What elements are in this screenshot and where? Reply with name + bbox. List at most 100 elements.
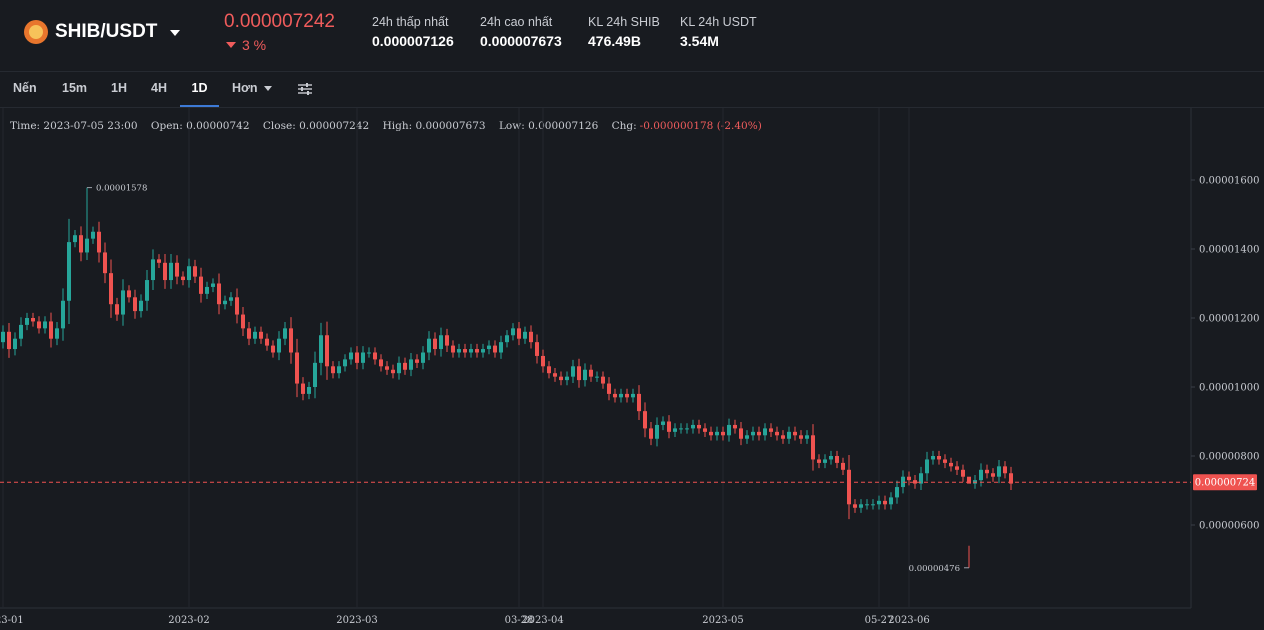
candle-body xyxy=(625,393,629,398)
candle-body xyxy=(163,262,167,281)
candle-body xyxy=(379,359,383,367)
candle-body xyxy=(583,369,587,381)
last-price-tag-label: 0.00000724 xyxy=(1195,478,1255,489)
candle-body xyxy=(541,355,545,367)
candle-body xyxy=(235,297,239,315)
candle-body xyxy=(91,231,95,239)
candle-body xyxy=(67,242,71,301)
candle-body xyxy=(823,459,827,463)
ohlc-info-bar: Time: 2023-07-05 23:00 Open: 0.00000742 … xyxy=(10,120,772,132)
x-tick-label: 2023-04 xyxy=(522,615,564,626)
tab-1h[interactable]: 1H xyxy=(111,81,127,95)
candle-body xyxy=(109,273,113,305)
chevron-down-icon xyxy=(263,86,272,92)
shiba-token-icon xyxy=(24,20,48,44)
candle-body xyxy=(139,300,143,312)
candle-body xyxy=(715,431,719,436)
candle-body xyxy=(727,424,731,436)
candle-body xyxy=(835,456,839,463)
price-change-value: 3 % xyxy=(242,37,267,53)
candle-body xyxy=(37,321,41,329)
candle-body xyxy=(655,424,659,439)
candle-body xyxy=(7,331,11,350)
candle-body xyxy=(529,331,533,343)
settings-sliders-icon[interactable] xyxy=(297,81,313,97)
candle-body xyxy=(613,393,617,398)
candle-body xyxy=(73,235,77,243)
candle-body xyxy=(43,321,47,329)
candle-body xyxy=(511,328,515,336)
candle-body xyxy=(853,504,857,508)
candle-body xyxy=(553,373,557,377)
candle-body xyxy=(631,393,635,398)
candle-body xyxy=(607,383,611,394)
candle-body xyxy=(643,411,647,429)
candle-body xyxy=(187,266,191,281)
candle-body xyxy=(241,314,245,329)
x-tick-label: 2023-06 xyxy=(888,615,930,626)
tab-more-label: Hơn xyxy=(232,81,258,95)
candle-body xyxy=(775,431,779,436)
candle-body xyxy=(601,376,605,384)
candle-body xyxy=(157,259,161,263)
candle-body xyxy=(457,349,461,353)
pair-selector[interactable]: SHIB/USDT xyxy=(24,20,181,44)
candle-body xyxy=(217,283,221,305)
info-chg-value: -0.000000178 (-2.40%) xyxy=(639,120,762,132)
chevron-down-icon xyxy=(170,30,181,36)
candle-body xyxy=(319,335,323,363)
stat-value: 0.000007673 xyxy=(480,33,562,49)
candle-body xyxy=(205,286,209,294)
tab-more[interactable]: Hơn xyxy=(232,72,272,107)
candle-body xyxy=(817,459,821,463)
candle-body xyxy=(199,276,203,294)
candle-body xyxy=(865,504,869,506)
candle-body xyxy=(439,335,443,350)
candle-body xyxy=(871,504,875,506)
candle-body xyxy=(385,366,389,370)
tab-1d[interactable]: 1D xyxy=(180,72,219,107)
candle-body xyxy=(769,428,773,432)
y-tick-label: 0.00001400 xyxy=(1199,245,1259,256)
candle-body xyxy=(847,469,851,505)
candle-body xyxy=(193,266,197,277)
candle-body xyxy=(55,328,59,339)
candle-body xyxy=(829,456,833,460)
info-time: Time: 2023-07-05 23:00 xyxy=(10,120,138,132)
tab-candles[interactable]: Nến xyxy=(13,81,37,95)
candle-body xyxy=(661,421,665,425)
stat-label: 24h cao nhất xyxy=(480,15,553,29)
candle-body xyxy=(133,297,137,312)
candle-body xyxy=(415,359,419,363)
candle-body xyxy=(343,359,347,367)
tab-15m[interactable]: 15m xyxy=(62,81,88,95)
stat-label: 24h thấp nhất xyxy=(372,15,449,29)
candle-body xyxy=(13,338,17,350)
candle-body xyxy=(997,466,1001,477)
candle-body xyxy=(175,262,179,277)
candle-body xyxy=(85,238,89,253)
candle-body xyxy=(763,428,767,436)
candle-body xyxy=(961,469,965,477)
candle-body xyxy=(781,435,785,439)
info-low: Low: 0.000007126 xyxy=(498,120,599,132)
info-chg-label: Chg: xyxy=(611,120,637,132)
candle-body xyxy=(487,345,491,350)
info-high: High: 0.000007673 xyxy=(382,120,486,132)
candle-body xyxy=(505,335,509,343)
candle-body xyxy=(403,362,407,370)
candle-body xyxy=(475,349,479,353)
candle-body xyxy=(355,352,359,363)
stat-volume-shib: KL 24h SHIB 476.49B xyxy=(588,15,660,49)
candle-body xyxy=(1003,466,1007,474)
candle-body xyxy=(313,362,317,387)
candle-body xyxy=(919,473,923,484)
candle-body xyxy=(283,328,287,339)
candle-body xyxy=(793,431,797,436)
candle-body xyxy=(361,352,365,363)
candle-body xyxy=(991,473,995,477)
tab-4h[interactable]: 4H xyxy=(151,81,167,95)
candle-body xyxy=(1009,473,1013,484)
candlestick-chart[interactable]: 0.00000600 0.00000800 0.00001000 0.00001200… xyxy=(0,108,1264,630)
info-open: Open: 0.00000742 xyxy=(150,120,250,132)
